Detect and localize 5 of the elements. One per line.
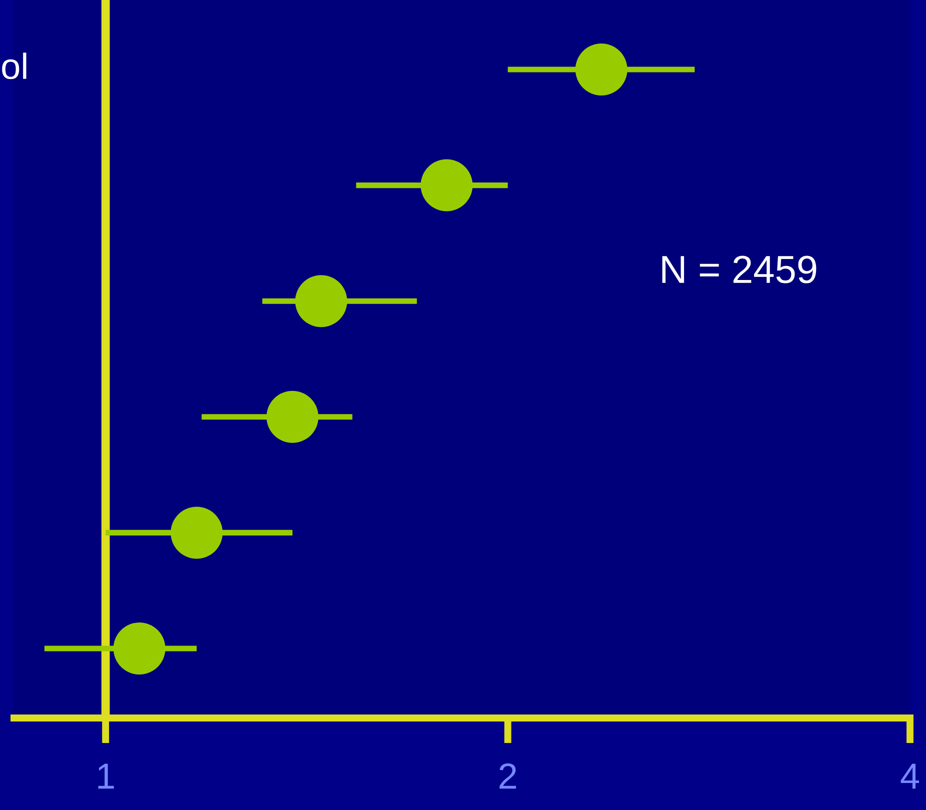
x-tick-label: 1: [98, 764, 114, 789]
x-tick-label: 2: [500, 763, 516, 789]
y-tick-label: ol: [2, 52, 26, 80]
x-tick-label: 4: [900, 764, 919, 789]
annotation: N = 2459: [662, 256, 816, 284]
